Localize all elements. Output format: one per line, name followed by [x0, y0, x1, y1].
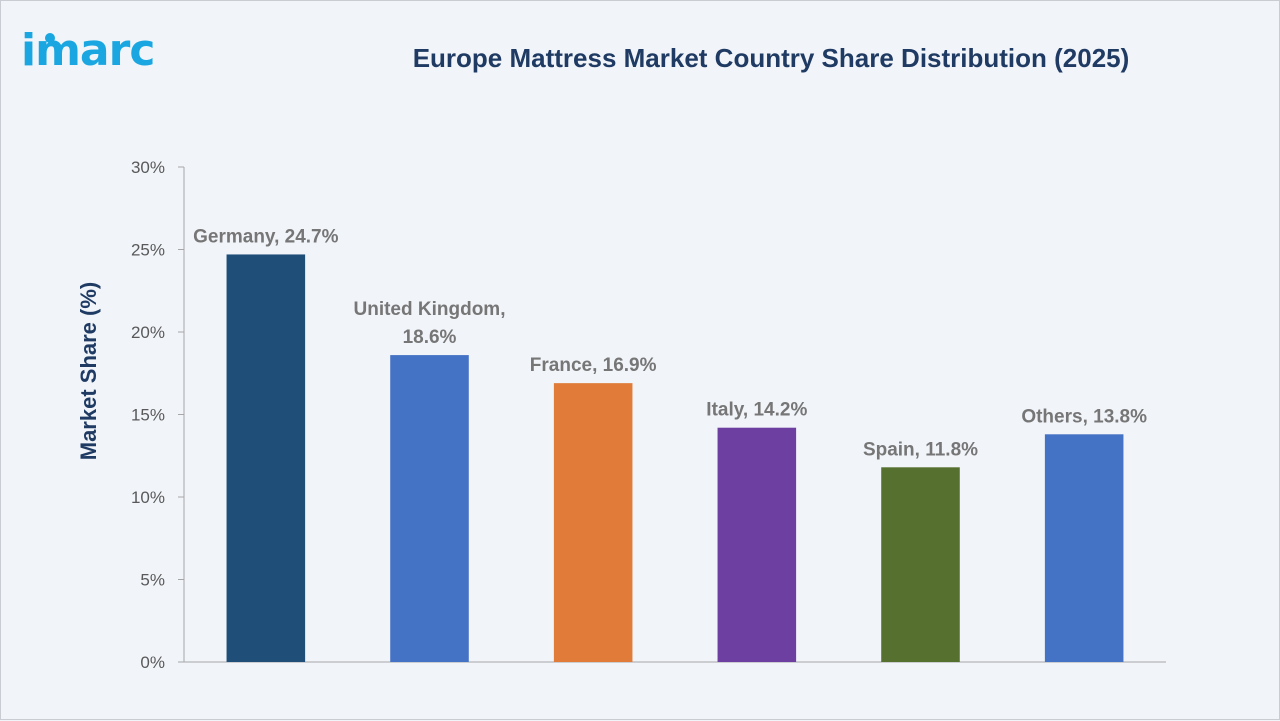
data-label: France, 16.9%	[530, 355, 657, 376]
y-tick-label: 30%	[131, 158, 165, 177]
bar-france	[553, 383, 633, 662]
data-label: United Kingdom,	[354, 299, 506, 320]
bar-germany	[226, 254, 306, 662]
bar-others	[1044, 434, 1124, 662]
y-tick-label: 25%	[131, 241, 165, 260]
imarc-logo	[21, 19, 211, 89]
data-label: Others, 13.8%	[1021, 406, 1147, 427]
logo-text: imarc	[21, 25, 155, 76]
y-tick-label: 15%	[131, 406, 165, 425]
data-label: Italy, 14.2%	[706, 400, 807, 421]
y-tick-label: 10%	[131, 488, 165, 507]
y-tick-label: 5%	[140, 571, 165, 590]
bar-united-kingdom	[390, 355, 469, 662]
data-label: Germany, 24.7%	[193, 226, 339, 247]
y-tick-label: 20%	[131, 323, 165, 342]
data-label: 18.6%	[403, 327, 457, 348]
data-label: Spain, 11.8%	[863, 439, 978, 460]
bar-italy	[717, 427, 797, 662]
logo-dot-icon	[45, 33, 55, 43]
bar-spain	[881, 467, 960, 662]
y-tick-label: 0%	[140, 653, 165, 672]
chart-title: Europe Mattress Market Country Share Dis…	[412, 43, 1130, 73]
